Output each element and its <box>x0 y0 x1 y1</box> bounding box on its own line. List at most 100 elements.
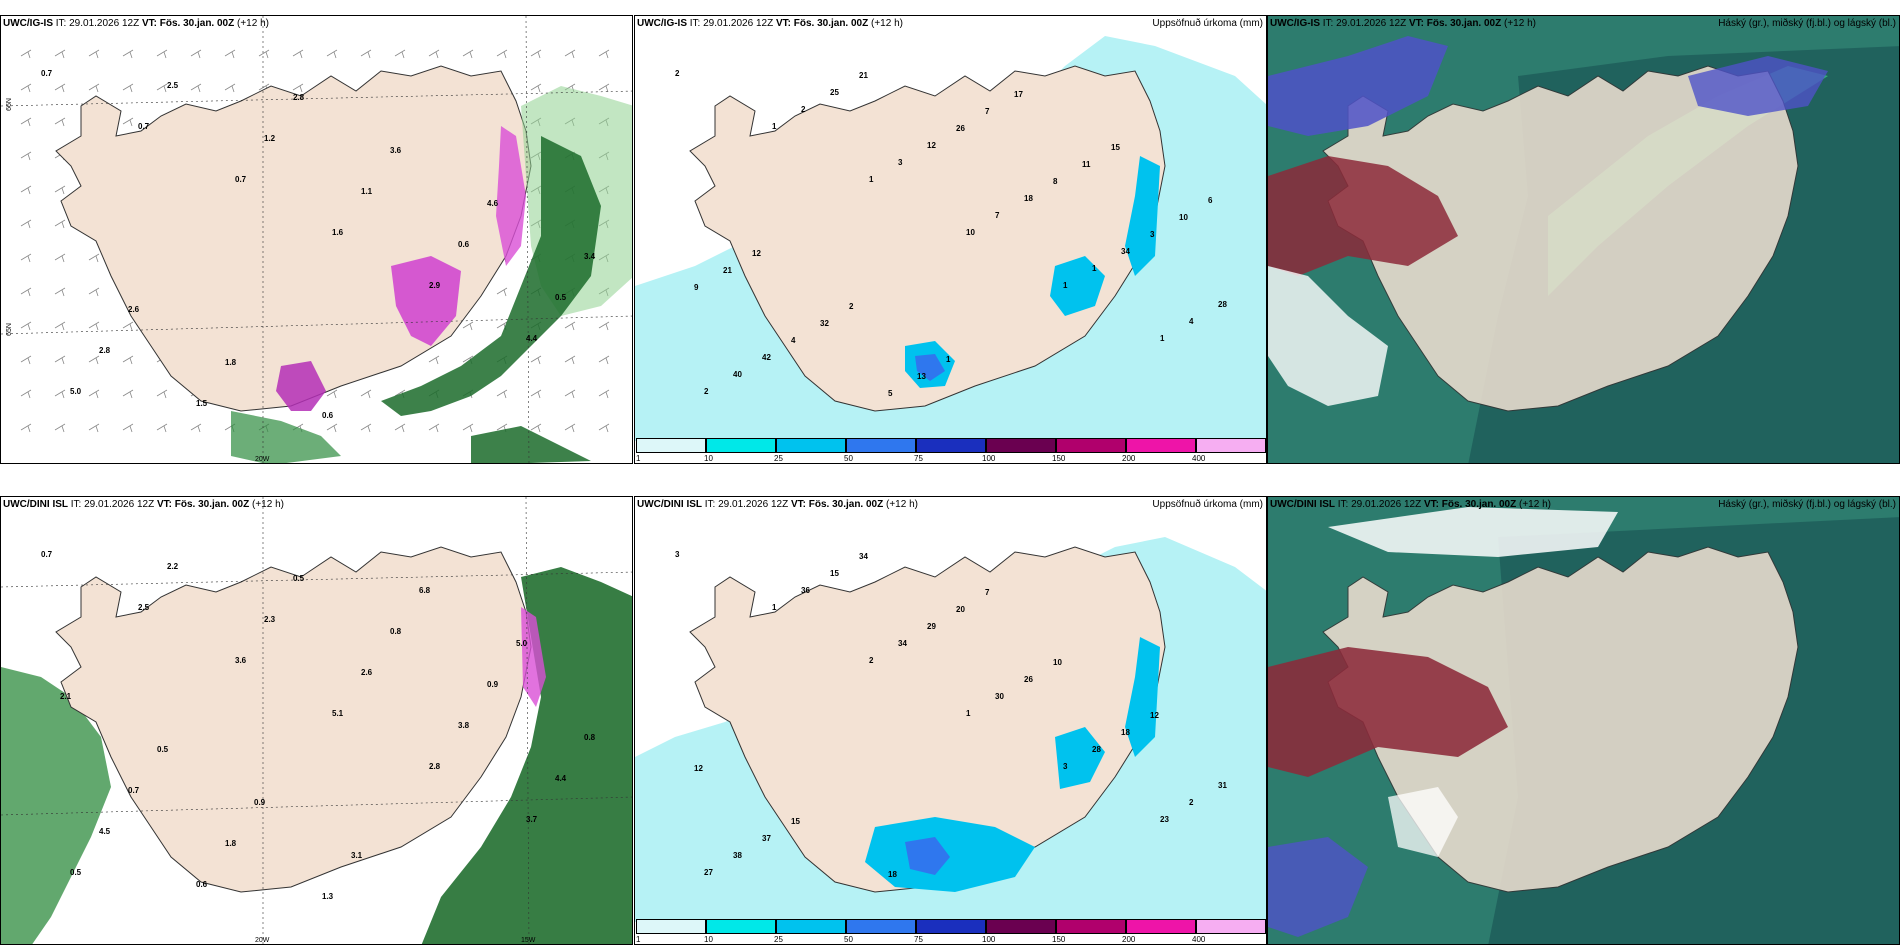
wind-barb <box>598 321 610 331</box>
colorbar-swatch <box>1126 919 1196 934</box>
value-label: 0.7 <box>235 175 247 184</box>
cloud-white <box>1388 787 1458 857</box>
colorbar-swatch <box>986 438 1056 453</box>
value-label: 2.1 <box>60 692 72 701</box>
iceland-land <box>689 65 1166 412</box>
value-label: 27 <box>704 868 713 877</box>
lat-label-66n: 66N <box>5 98 13 111</box>
value-label: 21 <box>723 266 732 275</box>
cloud-map <box>1268 497 1899 944</box>
colorbar-tick: 50 <box>844 935 853 944</box>
wind-barb <box>20 117 32 127</box>
value-label: 1.1 <box>361 187 373 196</box>
colorbar-swatch <box>706 919 776 934</box>
value-label: 2.9 <box>429 281 441 290</box>
value-label: 0.8 <box>390 627 402 636</box>
value-label: 12 <box>752 249 761 258</box>
colorbar-swatch <box>1056 919 1126 934</box>
value-label: 2.6 <box>361 668 373 677</box>
wind-barb <box>258 49 270 59</box>
panel-precip-bottom: UWC/DINI ISL IT: 29.01.2026 12Z VT: Fös.… <box>634 496 1267 945</box>
wind-barb <box>564 321 576 331</box>
wind-barb <box>54 219 66 229</box>
value-label: 34 <box>859 552 868 561</box>
precip-green <box>231 86 632 463</box>
wind-barb <box>360 423 372 433</box>
wind-barb <box>156 423 168 433</box>
colorbar-swatch <box>636 919 706 934</box>
value-label: 42 <box>762 353 771 362</box>
wind-barb <box>564 355 576 365</box>
wind-barb <box>54 321 66 331</box>
colorbar-swatch <box>846 438 916 453</box>
value-label: 7 <box>985 588 990 597</box>
wind-barb <box>88 253 100 263</box>
value-label: 40 <box>733 370 742 379</box>
value-label: 10 <box>1179 213 1188 222</box>
value-label: 30 <box>995 692 1004 701</box>
wind-barb <box>54 83 66 93</box>
wind-barb <box>496 49 508 59</box>
panel-precip-top: UWC/IG-IS IT: 29.01.2026 12Z VT: Fös. 30… <box>634 15 1267 464</box>
colorbar-tick: 25 <box>774 454 783 463</box>
lat-label-65n: 65N <box>5 323 13 336</box>
wind-barb <box>326 423 338 433</box>
colorbar-tick: 100 <box>982 935 996 944</box>
colorbar-tick: 200 <box>1122 935 1136 944</box>
lon-label-20w: 20W <box>255 937 270 944</box>
value-label: 0.6 <box>458 240 470 249</box>
value-label: 13 <box>917 372 926 381</box>
value-label: 38 <box>733 851 742 860</box>
value-label: 3.8 <box>458 721 470 730</box>
graticule <box>1 497 632 944</box>
colorbar-swatch <box>1056 438 1126 453</box>
panel-title: UWC/IG-IS IT: 29.01.2026 12Z VT: Fös. 30… <box>637 18 903 29</box>
value-label: 26 <box>1024 675 1033 684</box>
value-label: 29 <box>927 622 936 631</box>
wind-barb <box>564 49 576 59</box>
wind-barb <box>462 321 474 331</box>
colorbar-swatch <box>986 919 1056 934</box>
value-label: 2.2 <box>167 562 179 571</box>
value-label: 5.1 <box>332 709 344 718</box>
wind-barb <box>394 49 406 59</box>
value-label: 25 <box>830 88 839 97</box>
value-label: 2 <box>849 302 854 311</box>
wind-barb <box>564 423 576 433</box>
value-label: 5.0 <box>70 387 82 396</box>
wind-barb <box>88 355 100 365</box>
value-label: 4.4 <box>555 774 567 783</box>
value-label: 1 <box>1160 334 1165 343</box>
value-label: 28 <box>1092 745 1101 754</box>
colorbar-tick: 1 <box>636 454 641 463</box>
value-label: 0.7 <box>138 122 150 131</box>
value-label: 4 <box>791 336 796 345</box>
precip-magenta <box>276 126 526 411</box>
wind-barb <box>598 83 610 93</box>
wind-barb <box>360 49 372 59</box>
value-label: 1.2 <box>264 134 276 143</box>
panel-wind-top: UWC/IG-IS IT: 29.01.2026 12Z VT: Fös. 30… <box>0 15 633 464</box>
wind-barb <box>428 355 440 365</box>
value-label: 2.6 <box>128 305 140 314</box>
wind-barb <box>88 321 100 331</box>
wind-barb <box>156 389 168 399</box>
value-label: 36 <box>801 586 810 595</box>
value-label: 5 <box>888 389 893 398</box>
iceland-land <box>689 546 1166 893</box>
wind-map: 0.7 2.5 3.6 5.1 2.8 3.7 0.5 2.2 2.3 2.6 3.8 4.4 4.5 0… <box>1 497 632 944</box>
wind-barb <box>88 287 100 297</box>
wind-barb <box>530 49 542 59</box>
value-label: 3.1 <box>351 851 363 860</box>
colorbar-swatch <box>776 919 846 934</box>
wind-barb <box>54 355 66 365</box>
value-label: 4.5 <box>99 827 111 836</box>
value-label: 4 <box>1189 317 1194 326</box>
panel-title: UWC/IG-IS IT: 29.01.2026 12Z VT: Fös. 30… <box>3 18 269 29</box>
colorbar-tick: 150 <box>1052 935 1066 944</box>
value-label: 0.7 <box>41 69 53 78</box>
wind-barb <box>530 83 542 93</box>
value-label: 7 <box>985 107 990 116</box>
wind-barb <box>326 389 338 399</box>
colorbar-swatch <box>846 919 916 934</box>
